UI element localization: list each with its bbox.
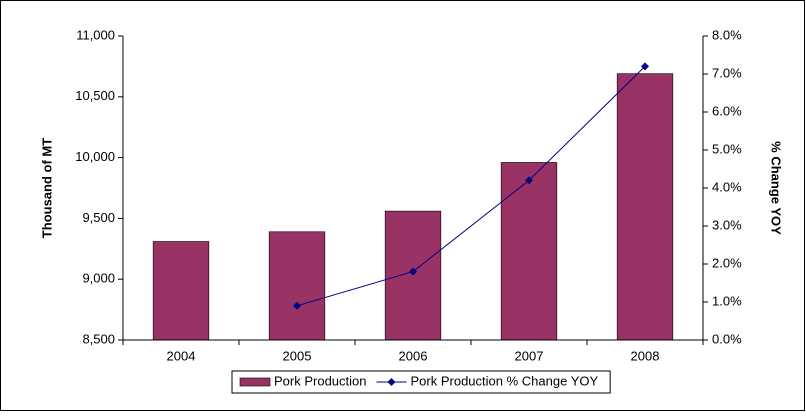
bar <box>500 162 558 341</box>
y-tick-label: 10,000 <box>75 149 115 164</box>
y2-tick-label: 4.0% <box>712 179 742 194</box>
bar <box>268 231 326 341</box>
x-tick-label: 2007 <box>515 348 544 363</box>
y-axis-title: Thousand of MT <box>39 138 54 238</box>
y2-axis-title: % Change YOY <box>769 141 784 235</box>
y2-tick-label: 5.0% <box>712 141 742 156</box>
bar <box>152 241 210 341</box>
y-tick-label: 11,000 <box>76 27 115 42</box>
line-marker <box>293 301 301 310</box>
y2-tick-label: 0.0% <box>712 331 742 346</box>
y-tick-label: 8,500 <box>82 331 115 346</box>
bar <box>616 73 674 341</box>
y-tick-label: 10,500 <box>75 88 115 103</box>
legend-label: Pork Production % Change YOY <box>411 373 599 388</box>
y2-tick-label: 8.0% <box>712 27 742 42</box>
x-tick-label: 2008 <box>631 348 660 363</box>
y2-tick-label: 3.0% <box>712 217 742 232</box>
line-marker <box>525 176 533 185</box>
line-marker <box>409 267 417 276</box>
x-tick-label: 2004 <box>167 348 196 363</box>
y2-tick-label: 1.0% <box>712 293 742 308</box>
y2-tick-label: 2.0% <box>712 255 742 270</box>
y-tick-label: 9,500 <box>82 210 115 225</box>
x-tick-label: 2005 <box>283 348 312 363</box>
x-tick-label: 2006 <box>399 348 428 363</box>
legend-label: Pork Production <box>274 373 367 388</box>
line-marker <box>641 62 649 71</box>
legend-swatch <box>239 377 271 387</box>
line <box>296 66 646 307</box>
legend-box <box>231 370 611 394</box>
legend-marker <box>387 378 396 386</box>
y2-tick-label: 6.0% <box>712 103 742 118</box>
y-tick-label: 9,000 <box>82 271 115 286</box>
y2-tick-label: 7.0% <box>712 65 742 80</box>
